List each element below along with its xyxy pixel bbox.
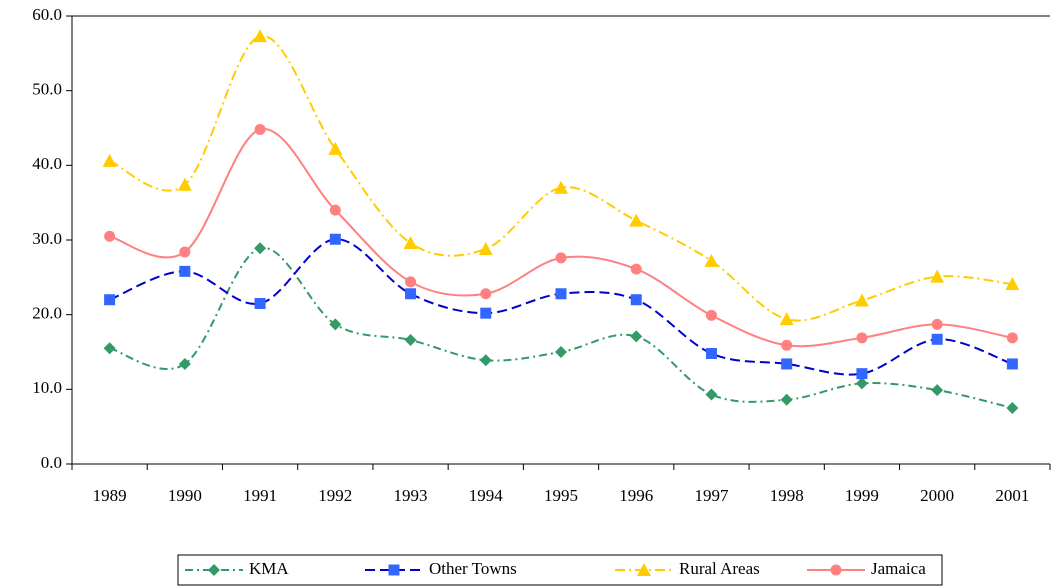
point (854, 293, 869, 307)
point (254, 123, 266, 135)
point (555, 346, 567, 358)
point (781, 339, 793, 351)
point (555, 252, 567, 264)
point (254, 297, 266, 309)
point (480, 307, 492, 319)
point (104, 230, 116, 242)
point (930, 269, 945, 283)
point (554, 180, 568, 194)
point (404, 334, 417, 347)
series-line (109, 35, 1013, 322)
legend-label: KMA (249, 559, 289, 578)
x-tick-label: 1996 (619, 486, 653, 505)
x-tick-label: 1999 (845, 486, 879, 505)
point (630, 263, 642, 275)
point (179, 265, 191, 277)
point (1006, 402, 1019, 414)
x-tick-label: 1989 (93, 486, 127, 505)
point (329, 233, 341, 245)
point (104, 294, 116, 306)
x-tick-label: 1990 (168, 486, 202, 505)
y-tick-label: 30.0 (32, 229, 62, 248)
point (705, 309, 717, 321)
point (177, 177, 192, 191)
point (479, 354, 492, 367)
y-tick-label: 50.0 (32, 80, 62, 99)
point (855, 377, 868, 390)
legend-label: Jamaica (871, 559, 926, 578)
x-tick-label: 1993 (394, 486, 428, 505)
point (779, 312, 794, 326)
series-line (109, 247, 1013, 409)
x-tick-label: 2001 (995, 486, 1029, 505)
legend-marker (830, 564, 842, 576)
point (555, 288, 567, 300)
y-tick-label: 40.0 (32, 154, 62, 173)
point (1006, 358, 1018, 370)
legend-label: Other Towns (429, 559, 517, 578)
point (102, 153, 117, 167)
series-line (109, 128, 1013, 348)
x-tick-label: 1998 (770, 486, 804, 505)
point (480, 288, 492, 300)
point (405, 276, 417, 288)
legend-marker (637, 563, 651, 576)
x-tick-label: 1991 (243, 486, 277, 505)
point (705, 388, 718, 401)
point (781, 358, 793, 370)
point (179, 246, 191, 258)
point (931, 333, 943, 345)
point (329, 204, 341, 216)
point (103, 342, 116, 355)
point (931, 384, 944, 397)
point (403, 235, 418, 249)
point (1005, 277, 1020, 291)
point (328, 141, 343, 155)
x-tick-label: 1995 (544, 486, 578, 505)
x-tick-label: 1997 (694, 486, 729, 505)
point (178, 357, 191, 370)
x-tick-label: 1994 (469, 486, 504, 505)
point (856, 368, 868, 380)
legend-marker (208, 564, 220, 576)
point (629, 213, 644, 227)
point (405, 288, 417, 300)
point (780, 393, 793, 406)
y-tick-label: 20.0 (32, 304, 62, 323)
point (856, 332, 868, 344)
point (253, 29, 268, 43)
point (254, 242, 267, 255)
legend-label: Rural Areas (679, 559, 760, 578)
y-tick-label: 10.0 (32, 378, 62, 397)
legend-box (177, 554, 943, 586)
point (630, 330, 643, 343)
point (1006, 332, 1018, 344)
y-tick-label: 60.0 (32, 5, 62, 24)
x-tick-label: 1992 (318, 486, 352, 505)
point (329, 318, 342, 331)
point (704, 253, 719, 267)
y-tick-label: 0.0 (41, 453, 62, 472)
point (478, 241, 493, 255)
point (705, 347, 717, 359)
x-tick-label: 2000 (920, 486, 954, 505)
legend-marker (388, 564, 400, 576)
point (931, 318, 943, 330)
point (630, 294, 642, 306)
